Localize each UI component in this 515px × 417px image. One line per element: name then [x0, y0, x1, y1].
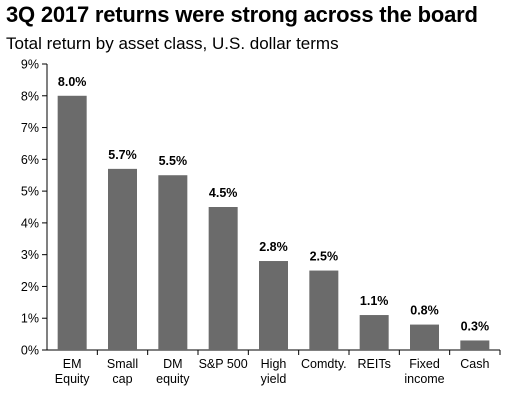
bar: [410, 324, 439, 350]
chart-title: 3Q 2017 returns were strong across the b…: [6, 2, 478, 27]
x-tick-label: Cash: [460, 357, 489, 371]
data-label: 2.8%: [259, 240, 288, 254]
bar: [309, 270, 339, 350]
bar: [359, 315, 389, 350]
bar: [259, 261, 288, 350]
bar: [158, 175, 188, 350]
x-tick-label: income: [404, 372, 444, 386]
y-tick-label: 9%: [21, 58, 39, 72]
x-tick-label: REITs: [357, 357, 390, 371]
data-labels: 8.0% 5.7% 5.5% 4.5% 2.8% 2.5% 1.1% 0.8% 0.3%: [58, 75, 489, 334]
y-tick-label: 2%: [21, 280, 39, 294]
bars: [57, 95, 490, 351]
y-tick-label: 7%: [21, 121, 39, 135]
y-tick-label: 8%: [21, 89, 39, 103]
x-tick-label: DM: [163, 357, 182, 371]
x-tick-label: equity: [156, 372, 190, 386]
x-tick-label: Comdty.: [301, 357, 347, 371]
x-tick-label: Small: [107, 357, 138, 371]
y-tick-label: 6%: [21, 153, 39, 167]
x-tick-label: High: [261, 357, 287, 371]
x-tick-label: Fixed: [409, 357, 440, 371]
y-tick-label: 5%: [21, 185, 39, 199]
data-label: 0.8%: [410, 304, 439, 318]
x-tick-label: cap: [112, 372, 132, 386]
data-label: 8.0%: [58, 75, 87, 89]
data-label: 5.7%: [108, 148, 137, 162]
x-tick-label: yield: [261, 372, 287, 386]
bar: [57, 95, 87, 351]
data-label: 1.1%: [360, 294, 389, 308]
x-tick-label: Equity: [55, 372, 90, 386]
bar: [460, 340, 490, 350]
bar: [108, 168, 137, 350]
y-tick-label: 4%: [21, 216, 39, 230]
x-tick-label: EM: [63, 357, 82, 371]
y-tick-label: 0%: [21, 344, 39, 358]
data-label: 0.3%: [461, 319, 490, 333]
data-label: 5.5%: [159, 154, 188, 168]
data-label: 2.5%: [310, 250, 339, 264]
y-tick-label: 3%: [21, 248, 39, 262]
y-tick-label: 1%: [21, 312, 39, 326]
x-tick-label: S&P 500: [199, 357, 248, 371]
chart-subtitle: Total return by asset class, U.S. dollar…: [6, 34, 339, 53]
bar: [208, 207, 238, 350]
y-axis: 0% 1% 2% 3% 4% 5% 6% 7% 8% 9%: [21, 58, 48, 358]
data-label: 4.5%: [209, 186, 238, 200]
